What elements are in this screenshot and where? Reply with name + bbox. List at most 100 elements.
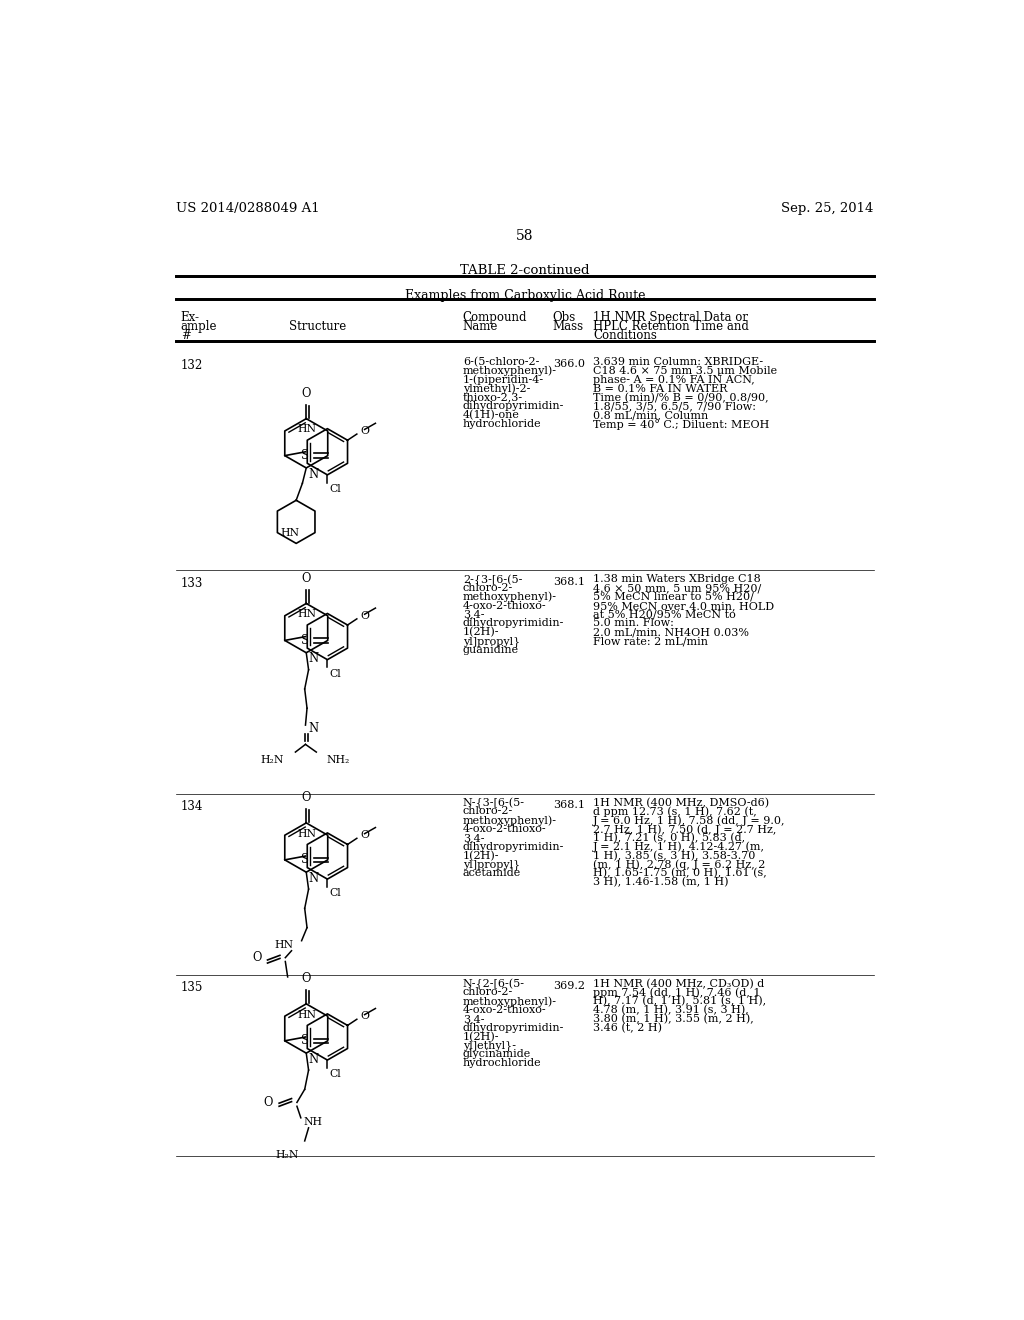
Text: 1 H), 7.21 (s, 0 H), 5.83 (d,: 1 H), 7.21 (s, 0 H), 5.83 (d, xyxy=(593,833,745,843)
Text: HN: HN xyxy=(274,940,294,949)
Text: 6-(5-chloro-2-: 6-(5-chloro-2- xyxy=(463,358,540,367)
Text: at 5% H20/95% MeCN to: at 5% H20/95% MeCN to xyxy=(593,610,736,619)
Text: 1 H), 3.85 (s, 3 H), 3.58-3.70: 1 H), 3.85 (s, 3 H), 3.58-3.70 xyxy=(593,850,756,861)
Text: O: O xyxy=(359,426,369,436)
Text: HN: HN xyxy=(298,1010,316,1019)
Text: N: N xyxy=(308,871,318,884)
Text: 2-{3-[6-(5-: 2-{3-[6-(5- xyxy=(463,574,522,586)
Text: 1H NMR Spectral Data or: 1H NMR Spectral Data or xyxy=(593,312,748,323)
Text: 4-oxo-2-thioxo-: 4-oxo-2-thioxo- xyxy=(463,824,547,834)
Text: hydrochloride: hydrochloride xyxy=(463,1059,542,1068)
Text: 2.0 mL/min. NH4OH 0.03%: 2.0 mL/min. NH4OH 0.03% xyxy=(593,627,749,638)
Text: ylmethyl)-2-: ylmethyl)-2- xyxy=(463,384,530,395)
Text: 4(1H)-one: 4(1H)-one xyxy=(463,411,519,421)
Text: Sep. 25, 2014: Sep. 25, 2014 xyxy=(781,202,873,215)
Text: O: O xyxy=(301,387,311,400)
Text: 369.2: 369.2 xyxy=(553,981,585,991)
Text: Ex-: Ex- xyxy=(180,312,200,323)
Text: 1.8/55, 3/5, 6.5/5, 7/90 Flow:: 1.8/55, 3/5, 6.5/5, 7/90 Flow: xyxy=(593,401,756,412)
Text: N: N xyxy=(308,652,318,665)
Text: 3.46 (t, 2 H): 3.46 (t, 2 H) xyxy=(593,1023,662,1034)
Text: dihydropyrimidin-: dihydropyrimidin- xyxy=(463,401,564,412)
Text: 1(2H)-: 1(2H)- xyxy=(463,850,500,861)
Text: 3,4-: 3,4- xyxy=(463,610,484,619)
Text: Structure: Structure xyxy=(289,321,346,333)
Text: 4-oxo-2-thioxo-: 4-oxo-2-thioxo- xyxy=(463,601,547,611)
Text: #: # xyxy=(180,330,190,342)
Text: 368.1: 368.1 xyxy=(553,577,585,586)
Text: chloro-2-: chloro-2- xyxy=(463,807,513,816)
Text: J = 6.0 Hz, 1 H), 7.58 (dd, J = 9.0,: J = 6.0 Hz, 1 H), 7.58 (dd, J = 9.0, xyxy=(593,816,785,826)
Text: NH: NH xyxy=(304,1117,323,1127)
Text: NH₂: NH₂ xyxy=(327,755,350,764)
Text: C18 4.6 × 75 mm 3.5 μm Mobile: C18 4.6 × 75 mm 3.5 μm Mobile xyxy=(593,366,777,376)
Text: methoxyphenyl)-: methoxyphenyl)- xyxy=(463,997,557,1007)
Text: acetamide: acetamide xyxy=(463,869,521,878)
Text: 1H NMR (400 MHz, CD₃OD) d: 1H NMR (400 MHz, CD₃OD) d xyxy=(593,978,764,989)
Text: methoxyphenyl)-: methoxyphenyl)- xyxy=(463,816,557,826)
Text: 133: 133 xyxy=(180,577,203,590)
Text: H₂N: H₂N xyxy=(260,755,284,764)
Text: 4-oxo-2-thioxo-: 4-oxo-2-thioxo- xyxy=(463,1005,547,1015)
Text: Obs: Obs xyxy=(553,312,575,323)
Text: 2.7 Hz, 1 H), 7.50 (d, J = 2.7 Hz,: 2.7 Hz, 1 H), 7.50 (d, J = 2.7 Hz, xyxy=(593,824,776,834)
Text: O: O xyxy=(359,1011,369,1022)
Text: S: S xyxy=(301,1035,309,1047)
Text: J = 2.1 Hz, 1 H), 4.12-4.27 (m,: J = 2.1 Hz, 1 H), 4.12-4.27 (m, xyxy=(593,842,765,853)
Text: Cl: Cl xyxy=(329,668,341,678)
Text: S: S xyxy=(301,853,309,866)
Text: dihydropyrimidin-: dihydropyrimidin- xyxy=(463,1023,564,1032)
Text: O: O xyxy=(301,792,311,804)
Text: Mass: Mass xyxy=(553,321,584,333)
Text: 5% MeCN linear to 5% H20/: 5% MeCN linear to 5% H20/ xyxy=(593,591,754,602)
Text: 1(2H)-: 1(2H)- xyxy=(463,1032,500,1041)
Text: guanidine: guanidine xyxy=(463,645,519,655)
Text: Compound: Compound xyxy=(463,312,527,323)
Text: HN: HN xyxy=(298,610,316,619)
Text: 1-(piperidin-4-: 1-(piperidin-4- xyxy=(463,375,544,385)
Text: O: O xyxy=(263,1096,273,1109)
Text: Temp = 40° C.; Diluent: MEOH: Temp = 40° C.; Diluent: MEOH xyxy=(593,418,769,430)
Text: 1(2H)-: 1(2H)- xyxy=(463,627,500,638)
Text: N-{3-[6-(5-: N-{3-[6-(5- xyxy=(463,797,524,809)
Text: Conditions: Conditions xyxy=(593,330,656,342)
Text: methoxyphenyl)-: methoxyphenyl)- xyxy=(463,366,557,376)
Text: H), 7.17 (d, 1 H), 5.81 (s, 1 H),: H), 7.17 (d, 1 H), 5.81 (s, 1 H), xyxy=(593,997,766,1007)
Text: hydrochloride: hydrochloride xyxy=(463,418,542,429)
Text: chloro-2-: chloro-2- xyxy=(463,987,513,998)
Text: O: O xyxy=(252,952,261,964)
Text: HPLC Retention Time and: HPLC Retention Time and xyxy=(593,321,749,333)
Text: Cl: Cl xyxy=(329,888,341,898)
Text: glycinamide: glycinamide xyxy=(463,1049,531,1059)
Text: 4.6 × 50 mm, 5 um 95% H20/: 4.6 × 50 mm, 5 um 95% H20/ xyxy=(593,583,761,593)
Text: S: S xyxy=(301,449,309,462)
Text: N: N xyxy=(308,722,318,735)
Text: 3.80 (m, 1 H), 3.55 (m, 2 H),: 3.80 (m, 1 H), 3.55 (m, 2 H), xyxy=(593,1014,754,1024)
Text: B = 0.1% FA IN WATER: B = 0.1% FA IN WATER xyxy=(593,384,727,393)
Text: 95% MeCN over 4.0 min, HOLD: 95% MeCN over 4.0 min, HOLD xyxy=(593,601,774,611)
Text: Examples from Carboxylic Acid Route: Examples from Carboxylic Acid Route xyxy=(404,289,645,301)
Text: 135: 135 xyxy=(180,981,203,994)
Text: O: O xyxy=(301,572,311,585)
Text: H), 1.65-1.75 (m, 0 H), 1.61 (s,: H), 1.65-1.75 (m, 0 H), 1.61 (s, xyxy=(593,869,767,879)
Text: yl]propyl}: yl]propyl} xyxy=(463,636,520,647)
Text: ppm 7.54 (dd, 1 H), 7.46 (d, 1: ppm 7.54 (dd, 1 H), 7.46 (d, 1 xyxy=(593,987,761,998)
Text: 5.0 min. Flow:: 5.0 min. Flow: xyxy=(593,619,674,628)
Text: 3.639 min Column: XBRIDGE-: 3.639 min Column: XBRIDGE- xyxy=(593,358,763,367)
Text: S: S xyxy=(301,634,309,647)
Text: d ppm 12.73 (s, 1 H), 7.62 (t,: d ppm 12.73 (s, 1 H), 7.62 (t, xyxy=(593,807,757,817)
Text: N: N xyxy=(308,467,318,480)
Text: (m, 1 H), 2.78 (q, J = 6.2 Hz, 2: (m, 1 H), 2.78 (q, J = 6.2 Hz, 2 xyxy=(593,859,765,870)
Text: phase- A = 0.1% FA IN ACN,: phase- A = 0.1% FA IN ACN, xyxy=(593,375,755,384)
Text: 134: 134 xyxy=(180,800,203,813)
Text: Cl: Cl xyxy=(329,1069,341,1078)
Text: Time (min)/% B = 0/90, 0.8/90,: Time (min)/% B = 0/90, 0.8/90, xyxy=(593,392,769,403)
Text: HN: HN xyxy=(298,829,316,838)
Text: 368.1: 368.1 xyxy=(553,800,585,809)
Text: 3,4-: 3,4- xyxy=(463,1014,484,1024)
Text: O: O xyxy=(359,830,369,841)
Text: Cl: Cl xyxy=(329,483,341,494)
Text: O: O xyxy=(359,611,369,620)
Text: yl]ethyl}-: yl]ethyl}- xyxy=(463,1040,516,1051)
Text: thioxo-2,3-: thioxo-2,3- xyxy=(463,392,523,403)
